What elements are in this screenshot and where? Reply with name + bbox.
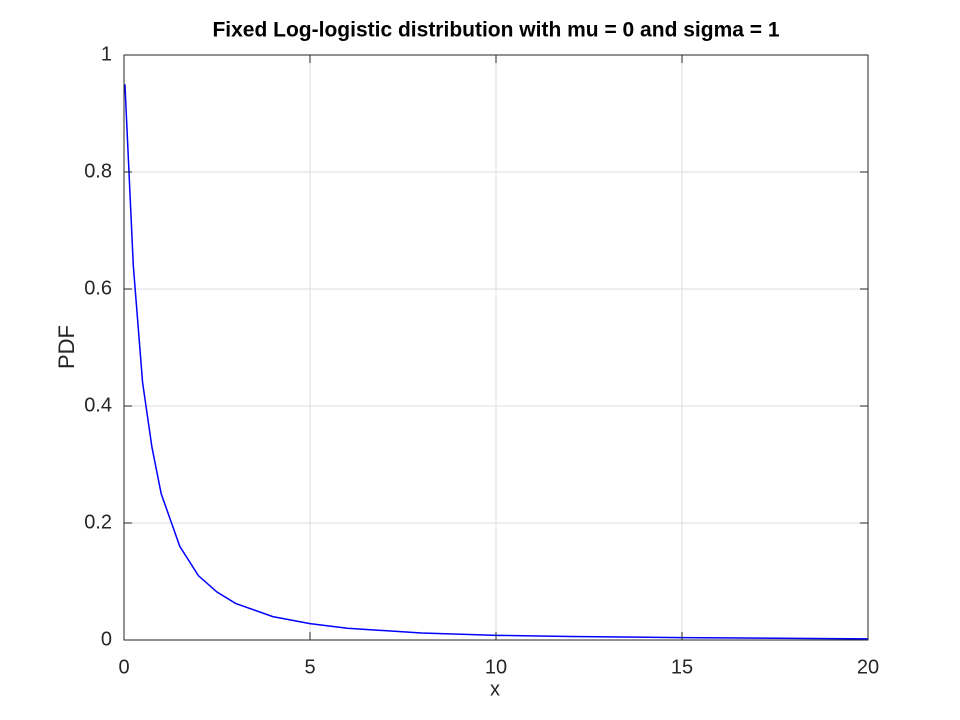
x-tick-label: 15 (671, 656, 693, 678)
x-tick-label: 20 (857, 656, 879, 678)
data-line (124, 84, 869, 640)
x-axis-label: x (490, 678, 500, 700)
y-tick-label: 1 (101, 43, 112, 65)
chart-title: Fixed Log-logistic distribution with mu … (212, 19, 779, 42)
plot-area (124, 84, 869, 640)
x-tick-label: 10 (485, 656, 507, 678)
y-tick-label: 0 (101, 628, 112, 650)
x-tick-label: 0 (118, 656, 129, 678)
y-tick-label: 0.6 (84, 277, 112, 299)
y-tick-label: 0.8 (84, 160, 112, 182)
x-tick-label: 5 (304, 656, 315, 678)
y-axis-label: PDF (54, 325, 79, 369)
y-tick-label: 0.2 (84, 511, 112, 533)
y-tick-label: 0.4 (84, 394, 112, 416)
